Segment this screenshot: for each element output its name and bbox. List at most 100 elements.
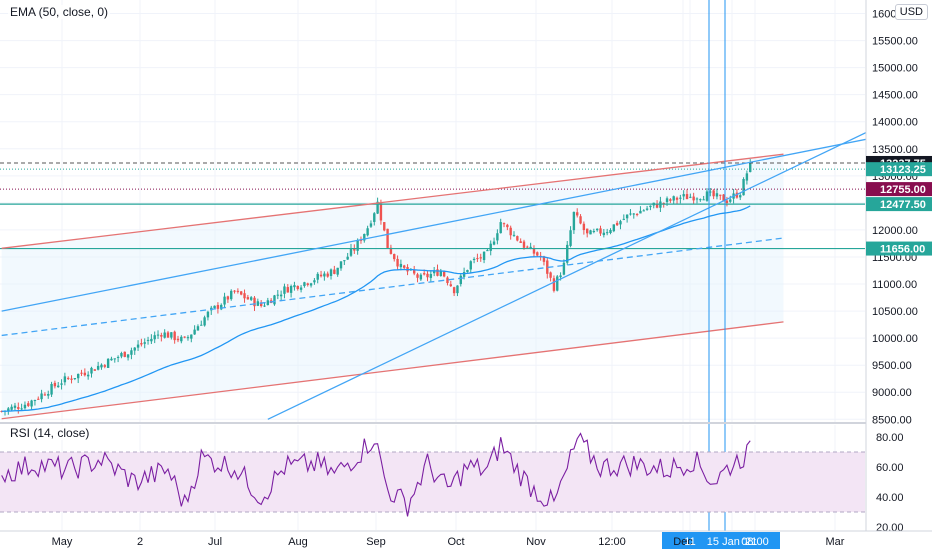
candle-body — [695, 198, 699, 200]
candle-body — [153, 335, 156, 340]
candle-body — [369, 223, 373, 227]
candle-body — [50, 383, 53, 395]
candle-body — [672, 196, 675, 201]
price-label-box — [866, 197, 932, 212]
candle-body — [715, 193, 719, 197]
time-tick-label: Sep — [366, 536, 386, 548]
candle-body — [67, 377, 70, 379]
candle-body — [103, 365, 106, 367]
price-tick-label: 9000.00 — [872, 387, 912, 399]
candle-body — [452, 287, 456, 294]
candle-body — [669, 199, 672, 201]
candle-body — [183, 336, 186, 338]
trendline — [1, 237, 784, 337]
price-tick-label: 15000.00 — [872, 63, 918, 75]
candle-body — [722, 194, 725, 202]
candle-body — [73, 378, 77, 380]
candle-body — [622, 218, 625, 220]
candle-body — [456, 285, 459, 294]
ema-legend[interactable]: EMA (50, close, 0) — [8, 5, 111, 19]
candle-body — [396, 258, 399, 267]
candle-body — [439, 270, 443, 277]
candle-body — [233, 290, 236, 292]
candle-body — [143, 342, 146, 344]
candle-body — [589, 230, 592, 235]
candle-body — [665, 198, 669, 203]
candle-body — [140, 343, 143, 345]
candle-body — [739, 195, 742, 198]
time-tick-label: Aug — [288, 536, 308, 548]
candle-body — [562, 262, 566, 275]
rsi-legend[interactable]: RSI (14, close) — [8, 426, 92, 440]
candle-body — [7, 408, 10, 411]
candle-body — [536, 252, 539, 256]
time-tick-label: Nov — [526, 536, 546, 548]
candle-body — [120, 353, 123, 357]
price-label: 11656.00 — [880, 244, 925, 256]
candle-body — [63, 376, 67, 383]
candle-body — [113, 358, 116, 360]
candle-body — [699, 199, 702, 201]
candle-body — [133, 347, 136, 351]
candle-body — [313, 280, 316, 283]
time-tick-label: Mar — [826, 536, 845, 548]
candle-body — [136, 344, 140, 348]
candle-body — [366, 228, 369, 236]
candle-body — [559, 275, 562, 278]
rsi-line — [1, 432, 751, 517]
candle-body — [742, 178, 745, 196]
candle-body — [519, 241, 522, 243]
candle-body — [306, 283, 309, 285]
candle-body — [30, 400, 33, 407]
candle-body — [299, 287, 303, 290]
candle-body — [615, 222, 619, 226]
candle-body — [226, 296, 230, 300]
time-tick-label: 2 — [137, 536, 143, 548]
candle-body — [96, 365, 100, 370]
price-tick-label: 11000.00 — [872, 279, 917, 291]
trendline — [1, 131, 901, 312]
candle-body — [506, 224, 509, 228]
candle-body — [43, 394, 47, 396]
candle-body — [459, 275, 462, 285]
time-tick-label: 15 Jan '21 — [707, 536, 757, 548]
candle-body — [602, 232, 606, 236]
candle-body — [605, 232, 609, 234]
candle-body — [86, 374, 90, 377]
candle-body — [200, 324, 203, 326]
time-tick-label: Jul — [208, 536, 222, 548]
price-tick-label: 12000.00 — [872, 225, 918, 237]
candle-body — [462, 272, 466, 277]
candle-body — [166, 332, 170, 338]
price-tick-label: 13500.00 — [872, 144, 918, 156]
candle-body — [376, 201, 379, 214]
candle-body — [273, 295, 276, 305]
candle-body — [576, 212, 579, 216]
candle-body — [343, 260, 346, 262]
candle-body — [83, 372, 87, 376]
candle-body — [546, 260, 549, 274]
candle-body — [689, 196, 692, 198]
candle-body — [53, 382, 57, 387]
candle-body — [675, 197, 679, 200]
candle-body — [329, 269, 333, 276]
candle-body — [37, 398, 40, 400]
candle-body — [492, 241, 496, 245]
candle-body — [625, 214, 629, 219]
candle-body — [20, 408, 23, 410]
candle-body — [552, 278, 556, 291]
candle-body — [206, 311, 210, 318]
candle-body — [619, 221, 622, 225]
candle-body — [90, 367, 93, 374]
currency-badge[interactable]: USD — [894, 4, 928, 20]
candle-body — [529, 246, 532, 249]
candle-body — [283, 286, 286, 294]
price-tick-label: 10500.00 — [872, 306, 918, 318]
price-label-box — [866, 241, 932, 256]
candle-body — [662, 202, 665, 204]
candle-body — [595, 228, 599, 231]
time-tick-label: Oct — [447, 536, 464, 548]
candle-body — [542, 256, 546, 262]
